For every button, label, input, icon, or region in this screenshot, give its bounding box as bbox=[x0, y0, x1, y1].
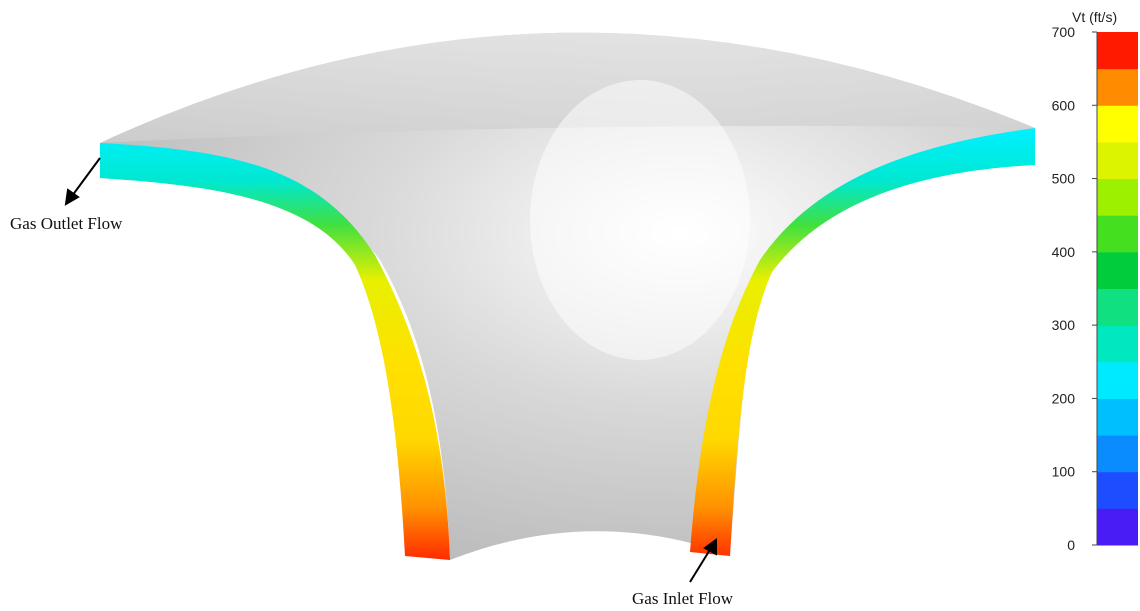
inner-highlight bbox=[530, 80, 750, 360]
tick-label: 500 bbox=[1052, 171, 1076, 187]
colorbar: Vt (ft/s) 0 100 200 300 400 500 600 700 bbox=[1052, 9, 1138, 553]
color-band bbox=[1097, 398, 1138, 435]
color-band bbox=[1097, 105, 1138, 142]
tick-label: 300 bbox=[1052, 317, 1076, 333]
color-band bbox=[1097, 32, 1138, 69]
tick-label: 100 bbox=[1052, 464, 1076, 480]
figure: Gas Outlet Flow Gas Inlet Flow Vt (ft/s)… bbox=[0, 0, 1140, 611]
color-band bbox=[1097, 252, 1138, 289]
tick-label: 200 bbox=[1052, 390, 1076, 406]
tick-label: 400 bbox=[1052, 244, 1076, 260]
color-band bbox=[1097, 362, 1138, 399]
color-band bbox=[1097, 472, 1138, 509]
color-band bbox=[1097, 289, 1138, 326]
color-band bbox=[1097, 325, 1138, 362]
color-band bbox=[1097, 508, 1138, 545]
annotation: Gas Inlet Flow bbox=[632, 589, 734, 608]
annotation: Gas Outlet Flow bbox=[10, 214, 123, 233]
color-band bbox=[1097, 142, 1138, 179]
tick-label: 700 bbox=[1052, 24, 1076, 40]
color-band bbox=[1097, 69, 1138, 106]
tick-label: 0 bbox=[1067, 537, 1075, 553]
color-band bbox=[1097, 179, 1138, 216]
color-band bbox=[1097, 215, 1138, 252]
tick-label: 600 bbox=[1052, 97, 1076, 113]
colorbar-title: Vt (ft/s) bbox=[1072, 9, 1117, 25]
color-band bbox=[1097, 435, 1138, 472]
